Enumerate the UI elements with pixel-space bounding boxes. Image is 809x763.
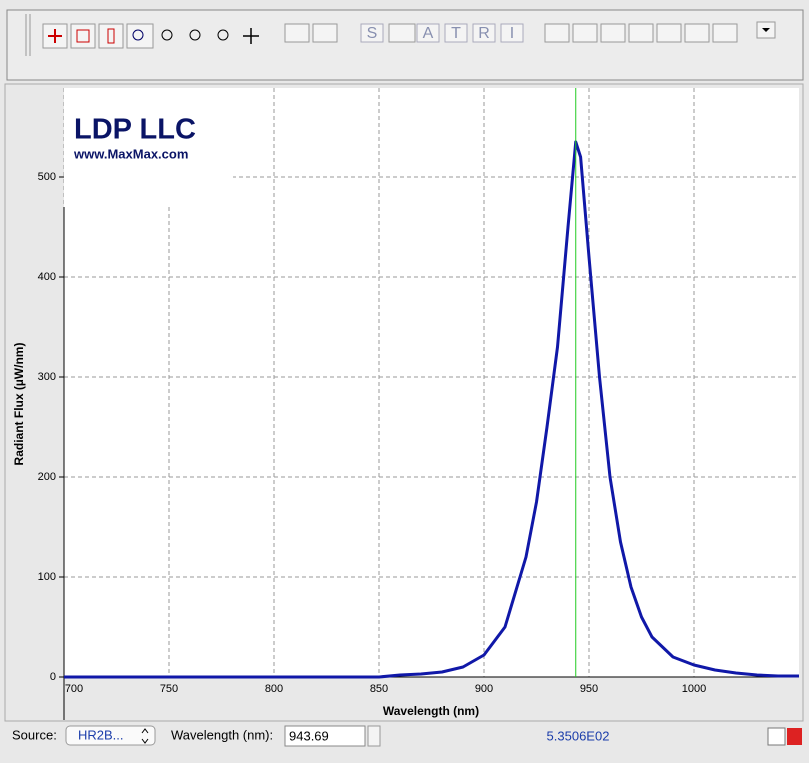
icon [141,728,149,744]
x-tick-label: 750 [160,683,178,695]
zoom-in-button[interactable] [161,29,173,41]
peak-button[interactable] [767,727,786,746]
tool-letter: S [367,25,378,42]
y-tick-label: 400 [38,271,56,283]
graph-button[interactable] [656,23,682,43]
x-tick-label: 1000 [682,683,706,695]
bulb-button[interactable] [284,23,310,43]
export-button[interactable] [684,23,710,43]
zoom-out-button[interactable] [189,29,201,41]
y-tick-label: 300 [38,371,56,383]
tool-button[interactable] [500,23,524,43]
tool-letter: I [510,25,514,42]
icon [48,29,62,43]
y-tick-label: 200 [38,471,56,483]
copy-button[interactable] [600,23,626,43]
tool-buttons [42,21,776,49]
wavelength-input[interactable] [284,725,366,747]
x-tick-label: 900 [475,683,493,695]
y-tick-label: 100 [38,571,56,583]
save-button[interactable] [544,23,570,43]
zoom-button[interactable] [126,23,154,49]
tool-button[interactable] [444,23,468,43]
tool-button[interactable] [472,23,496,43]
zoom-y-button[interactable] [98,23,124,49]
close-button[interactable] [712,23,738,43]
toolbar-frame [6,9,804,81]
bulb-button[interactable] [312,23,338,43]
y-tick-label: 0 [50,671,56,683]
tool-button[interactable] [416,23,440,43]
icon [762,28,770,32]
y-tick-label: 500 [38,171,56,183]
x-tick-label: 800 [265,683,283,695]
icon [132,29,144,41]
logo-title: LDP LLC [74,114,196,146]
source-select[interactable] [65,725,156,746]
wavelength-stepper[interactable] [367,725,381,747]
tool-letter: T [451,25,461,42]
y-axis-label: Radiant Flux (µW/nm) [12,343,26,466]
logo-box [64,88,233,207]
source-label: Source: [12,727,57,742]
pan-button[interactable] [243,28,259,44]
x-tick-label: 850 [370,683,388,695]
x-tick-label: 700 [65,683,83,695]
tool-letter: A [423,25,434,42]
tool-button[interactable] [360,23,384,43]
probe-button[interactable] [388,23,416,43]
copy-button[interactable] [628,23,654,43]
logo-url: www.MaxMax.com [73,146,188,161]
close-button[interactable] [787,728,802,745]
source-value: HR2B... [78,727,124,742]
wavelength-value: 943.69 [289,728,329,743]
zoom-fit-button[interactable] [217,29,229,41]
reading: 5.3506E02 [547,728,610,743]
icon [107,28,115,44]
grid [63,88,799,678]
wavelength-label: Wavelength (nm): [171,727,273,742]
x-tick-label: 950 [580,683,598,695]
print-button[interactable] [572,23,598,43]
tool-letter: R [478,25,490,42]
x-axis-label: Wavelength (nm) [383,704,479,718]
icon [76,29,90,43]
zoom-box-button[interactable] [70,23,96,49]
